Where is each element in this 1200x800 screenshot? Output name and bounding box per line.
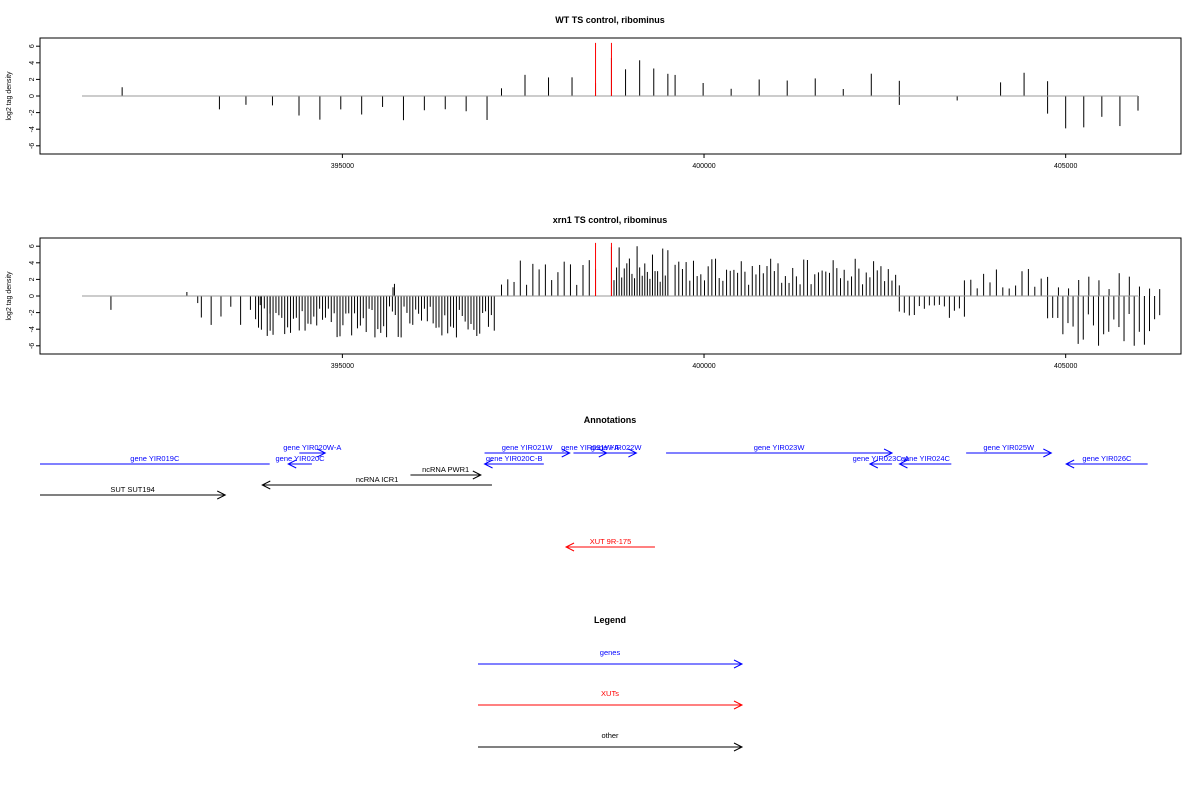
strand-arrow [317, 448, 327, 458]
x-tick-label: 395000 [331, 363, 354, 370]
strand-arrow [561, 448, 571, 458]
wt-x-axis: 395000 400000 405000 [331, 154, 1077, 170]
strand-arrow [883, 448, 894, 458]
wt-density-panel: WT TS control, ribominus log2 tag densit… [6, 15, 1182, 170]
strand-arrow [1043, 448, 1053, 458]
legend-arrow [733, 742, 744, 752]
annotation-feature: gene YIR021W [484, 443, 571, 458]
y-tick-label: -6 [29, 143, 36, 149]
strand-arrow [898, 459, 908, 469]
xrn1-x-axis: 395000 400000 405000 [331, 354, 1077, 370]
y-tick-label: -2 [29, 309, 36, 315]
y-tick-label: 6 [29, 44, 36, 48]
legend-arrow [733, 659, 744, 669]
y-tick-label: -6 [29, 343, 36, 349]
feature-label: gene YIR026C [1082, 454, 1132, 463]
annotation-feature: gene YIR024C [898, 454, 952, 469]
annotation-feature: gene YIR019C [40, 454, 270, 465]
feature-label: gene YIR020C [276, 454, 326, 463]
y-tick-label: -2 [29, 109, 36, 115]
strand-arrow [868, 459, 879, 469]
strand-arrow [217, 490, 227, 500]
feature-label: XUT 9R-175 [590, 537, 632, 546]
annotation-feature: gene YIR020C [276, 454, 326, 469]
feature-label: gene YIR023C-A [853, 454, 910, 463]
legend-title: Legend [594, 615, 626, 625]
legend-item-xuts: XUTs [478, 689, 744, 710]
feature-label: gene YIR025W [983, 443, 1035, 452]
wt-y-axis: -6 -4 -2 0 2 4 6 [29, 44, 40, 149]
feature-label: gene YIR022W [591, 443, 643, 452]
annotation-feature: ncRNA PWR1 [410, 465, 482, 480]
wt-density-bars [121, 57, 1139, 129]
strand-arrow [472, 470, 482, 480]
strand-arrow [483, 459, 493, 469]
xrn1-y-axis: -6 -4 -2 0 2 4 6 [29, 244, 40, 349]
wt-panel-title: WT TS control, ribominus [555, 15, 665, 25]
annotation-features: gene YIR019C gene YIR020W-A gene YIR020C ge… [40, 443, 1148, 552]
annotation-feature: gene YIR022W [591, 443, 643, 458]
legend-label: other [601, 731, 619, 740]
legend-items: genes XUTs other [478, 648, 744, 752]
strand-arrow [1065, 459, 1075, 469]
annotation-feature: gene YIR026C [1065, 454, 1148, 469]
y-tick-label: 4 [29, 61, 36, 65]
wt-panel-ylabel: log2 tag density [6, 71, 13, 121]
y-tick-label: 0 [29, 94, 36, 98]
annotation-feature: gene YIR020W-A [283, 443, 341, 458]
feature-label: gene YIR024C [901, 454, 951, 463]
annotation-feature: XUT 9R-175 [564, 537, 655, 552]
y-tick-label: 2 [29, 277, 36, 281]
annotations-title: Annotations [584, 415, 637, 425]
annotation-feature: gene YIR025W [966, 443, 1053, 458]
x-tick-label: 400000 [692, 163, 715, 170]
feature-label: gene YIR023W [754, 443, 806, 452]
annotation-feature: gene YIR023C-A [853, 454, 910, 469]
xrn1-density-panel: xrn1 TS control, ribominus log2 tag dens… [6, 215, 1182, 370]
xrn1-panel-ylabel: log2 tag density [6, 271, 13, 321]
y-tick-label: -4 [29, 126, 36, 132]
y-tick-label: 4 [29, 261, 36, 265]
strand-arrow [564, 542, 575, 552]
x-tick-label: 400000 [692, 363, 715, 370]
annotation-feature: gene YIR023W [666, 443, 894, 458]
strand-arrow [261, 480, 271, 490]
legend-item-genes: genes [478, 648, 744, 669]
feature-label: gene YIR020C-B [486, 454, 543, 463]
feature-label: gene YIR020W-A [283, 443, 341, 452]
feature-label: gene YIR021W-A [561, 443, 619, 452]
legend-arrow [733, 700, 744, 710]
y-tick-label: 6 [29, 244, 36, 248]
feature-label: SUT SUT194 [110, 485, 154, 494]
annotation-feature: gene YIR020C-B [483, 454, 544, 469]
y-tick-label: -4 [29, 326, 36, 332]
xrn1-panel-title: xrn1 TS control, ribominus [553, 215, 668, 225]
x-tick-label: 405000 [1054, 363, 1077, 370]
x-tick-label: 405000 [1054, 163, 1077, 170]
strand-arrow [628, 448, 638, 458]
xrn1-density-bars [110, 246, 1161, 346]
y-tick-label: 0 [29, 294, 36, 298]
y-tick-label: 2 [29, 77, 36, 81]
legend-label: XUTs [601, 689, 619, 698]
annotation-feature: ncRNA ICR1 [261, 475, 492, 490]
feature-label: ncRNA ICR1 [356, 475, 399, 484]
legend-item-other: other [478, 731, 744, 752]
annotation-feature: SUT SUT194 [40, 485, 227, 500]
feature-label: gene YIR021W [502, 443, 554, 452]
feature-label: gene YIR019C [130, 454, 180, 463]
x-tick-label: 395000 [331, 163, 354, 170]
feature-label: ncRNA PWR1 [422, 465, 469, 474]
legend: Legend genes XUTs other [478, 615, 744, 752]
strand-arrow [287, 459, 297, 469]
legend-label: genes [600, 648, 621, 657]
